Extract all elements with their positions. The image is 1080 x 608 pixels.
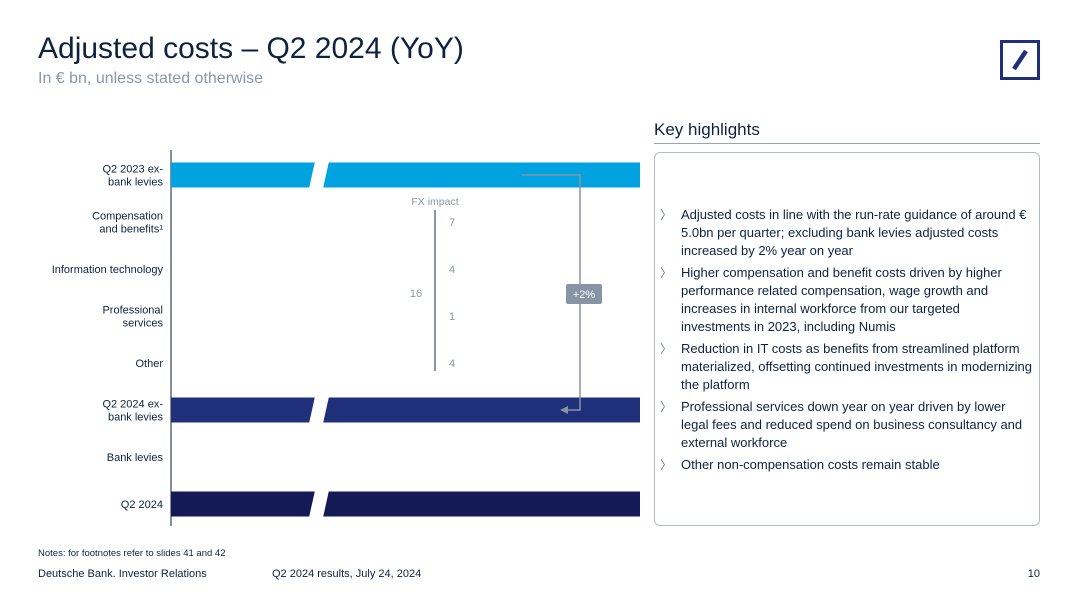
fx-impact-total: 16 xyxy=(410,288,422,300)
waterfall-chart: Q2 2023 ex-bank levies Compensation and be… xyxy=(52,150,640,526)
arrow-head-icon xyxy=(560,406,568,414)
highlight-item: 〉 Higher compensation and benefit costs d… xyxy=(660,264,1032,336)
chevron-right-icon: 〉 xyxy=(660,208,673,222)
category-label: Other xyxy=(135,358,163,370)
highlight-item: 〉 Other non-compensation costs remain sta… xyxy=(660,456,1032,474)
axis-break-gap xyxy=(309,490,329,518)
highlight-text: Higher compensation and benefit costs dr… xyxy=(681,265,1002,334)
key-highlights-list: 〉 Adjusted costs in line with the run-rat… xyxy=(660,206,1032,478)
footer-source: Deutsche Bank. Investor Relations xyxy=(38,568,207,580)
highlight-item: 〉 Professional services down year on year… xyxy=(660,398,1032,452)
deutsche-bank-logo-icon xyxy=(1000,40,1040,80)
key-highlights-panel xyxy=(654,152,1040,526)
chevron-right-icon: 〉 xyxy=(660,342,673,356)
highlight-item: 〉 Reduction in IT costs as benefits from … xyxy=(660,340,1032,394)
highlight-item: 〉 Adjusted costs in line with the run-rat… xyxy=(660,206,1032,260)
footer-date: Q2 2024 results, July 24, 2024 xyxy=(272,568,422,580)
bar-total xyxy=(171,491,640,517)
highlight-text: Adjusted costs in line with the run-rate… xyxy=(681,207,1027,258)
slide-title: Adjusted costs – Q2 2024 (YoY) xyxy=(38,32,464,65)
footnote-notes: Notes: for footnotes refer to slides 41 … xyxy=(38,548,226,559)
category-label: Information technology xyxy=(52,264,164,276)
fx-impact-value: 1 xyxy=(449,311,455,323)
category-label: Q2 2024 xyxy=(121,499,163,511)
chevron-right-icon: 〉 xyxy=(660,400,673,414)
highlight-text: Reduction in IT costs as benefits from s… xyxy=(681,341,1032,392)
key-highlights-title: Key highlights xyxy=(654,120,760,139)
change-badge xyxy=(566,284,602,304)
category-label: Professional services xyxy=(102,305,163,330)
fx-impact-value: 4 xyxy=(449,264,455,276)
chevron-right-icon: 〉 xyxy=(660,266,673,280)
key-highlights-rule xyxy=(654,143,1040,144)
slide-subtitle: In € bn, unless stated otherwise xyxy=(38,70,264,87)
page-number: 10 xyxy=(1027,568,1040,580)
category-label: Bank levies xyxy=(107,452,164,464)
axis-break-gap xyxy=(309,396,329,424)
category-label: Compensation and benefits¹ xyxy=(92,211,163,236)
change-badge-label: +2% xyxy=(573,289,596,301)
chevron-right-icon: 〉 xyxy=(660,458,673,472)
highlight-text: Other non-compensation costs remain stab… xyxy=(681,457,940,472)
axis-break-gap xyxy=(309,161,329,189)
fx-impact-header: FX impact xyxy=(411,196,458,208)
fx-impact-value: 4 xyxy=(449,358,455,370)
category-label: Q2 2023 ex-bank levies xyxy=(102,164,163,189)
fx-impact-value: 7 xyxy=(449,217,455,229)
highlight-text: Professional services down year on year … xyxy=(681,399,1023,450)
category-label: Q2 2024 ex-bank levies xyxy=(102,399,163,424)
